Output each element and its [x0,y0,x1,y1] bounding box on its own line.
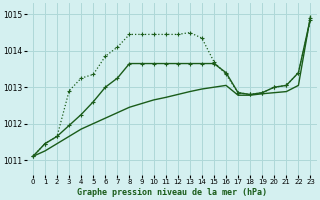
X-axis label: Graphe pression niveau de la mer (hPa): Graphe pression niveau de la mer (hPa) [77,188,267,197]
